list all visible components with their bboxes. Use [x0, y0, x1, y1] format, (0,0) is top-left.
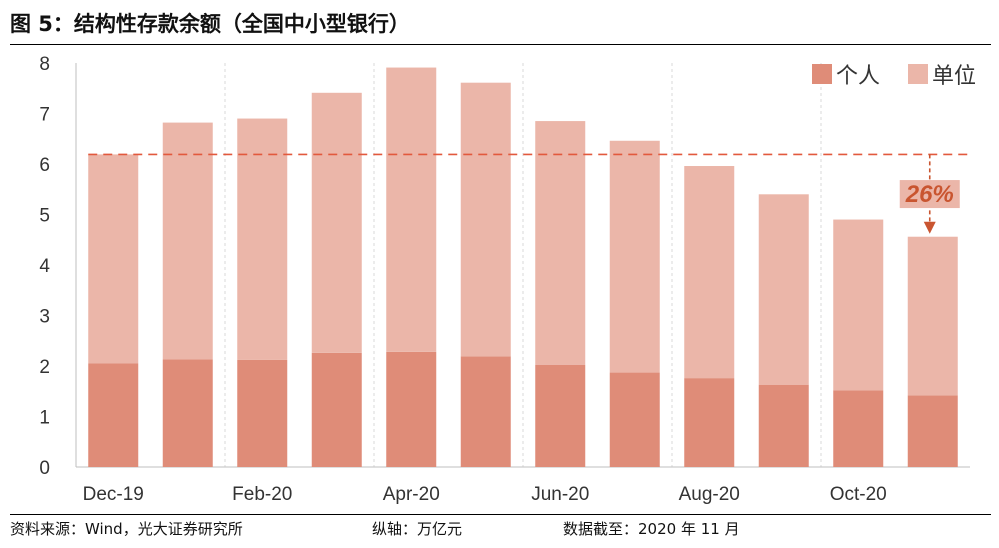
- annotation-arrowhead: [923, 221, 936, 234]
- y-tick-label: 1: [39, 408, 50, 429]
- y-tick-label: 2: [39, 357, 50, 378]
- annotation-label: 26%: [905, 181, 954, 208]
- bar-corporate-Nov-20: [907, 236, 958, 396]
- bar-corporate-Jul-20: [609, 140, 660, 373]
- x-tick-label: Feb-20: [232, 484, 292, 505]
- x-tick-label: Oct-20: [830, 484, 887, 505]
- legend: 个人 单位: [812, 64, 976, 89]
- y-tick-label: 0: [39, 458, 50, 479]
- annotation-layer: 26%: [88, 153, 971, 234]
- bar-individual-Jan-20: [162, 359, 213, 467]
- bar-corporate-Jun-20: [535, 121, 586, 365]
- grid: [75, 63, 970, 468]
- y-tick-label: 7: [39, 105, 50, 126]
- bar-individual-Aug-20: [684, 378, 735, 467]
- bar-individual-Nov-20: [907, 395, 958, 467]
- bar-individual-Jul-20: [609, 372, 660, 467]
- y-axis: 0 1 2 3 4 5 6 7 8: [39, 54, 50, 479]
- annotation-label-bg: [899, 180, 960, 209]
- bar-corporate-Apr-20: [386, 67, 437, 352]
- bar-individual-Dec-19: [88, 363, 139, 467]
- bar-corporate-Sep-20: [758, 194, 809, 385]
- bar-individual-Jun-20: [535, 364, 586, 467]
- chart-title: 图 5：结构性存款余额（全国中小型银行）: [10, 12, 410, 36]
- bar-individual-Feb-20: [237, 359, 288, 467]
- y-tick-label: 8: [39, 54, 50, 75]
- bar-corporate-Aug-20: [684, 166, 735, 379]
- y-tick-label: 5: [39, 206, 50, 227]
- y-tick-label: 3: [39, 307, 50, 328]
- title-rule: [10, 44, 991, 45]
- x-tick-label: Dec-19: [83, 484, 144, 505]
- bar-corporate-Dec-19: [88, 154, 139, 364]
- bar-corporate-Jan-20: [162, 122, 213, 360]
- legend-swatch-individual: [812, 64, 832, 84]
- chart: 0 1 2 3 4 5 6 7 8 Dec-19 Feb-20 Apr-20 Jun-20 Aug-20…: [39, 54, 976, 505]
- bar-individual-May-20: [460, 356, 511, 467]
- unit-note: 纵轴：万亿元: [372, 520, 463, 538]
- bar-individual-Sep-20: [758, 384, 809, 467]
- x-tick-label: Apr-20: [383, 484, 440, 505]
- legend-label-corporate: 单位: [932, 64, 976, 89]
- y-tick-label: 6: [39, 155, 50, 176]
- x-axis: Dec-19 Feb-20 Apr-20 Jun-20 Aug-20 Oct-20: [83, 484, 887, 505]
- source-note: 资料来源：Wind，光大证券研究所: [10, 520, 243, 538]
- bar-individual-Mar-20: [311, 352, 362, 467]
- x-tick-label: Jun-20: [531, 484, 589, 505]
- footer-rule: [10, 514, 991, 515]
- x-tick-label: Aug-20: [679, 484, 740, 505]
- y-tick-label: 4: [39, 256, 50, 277]
- bar-corporate-May-20: [460, 82, 511, 357]
- bars: [88, 67, 958, 467]
- bar-individual-Apr-20: [386, 351, 437, 467]
- bar-corporate-Oct-20: [833, 219, 884, 391]
- legend-label-individual: 个人: [836, 64, 880, 89]
- bar-individual-Oct-20: [833, 390, 884, 467]
- bar-corporate-Feb-20: [237, 118, 288, 360]
- as-of-note: 数据截至：2020 年 11 月: [563, 520, 740, 538]
- legend-swatch-corporate: [908, 64, 928, 84]
- bar-corporate-Mar-20: [311, 92, 362, 353]
